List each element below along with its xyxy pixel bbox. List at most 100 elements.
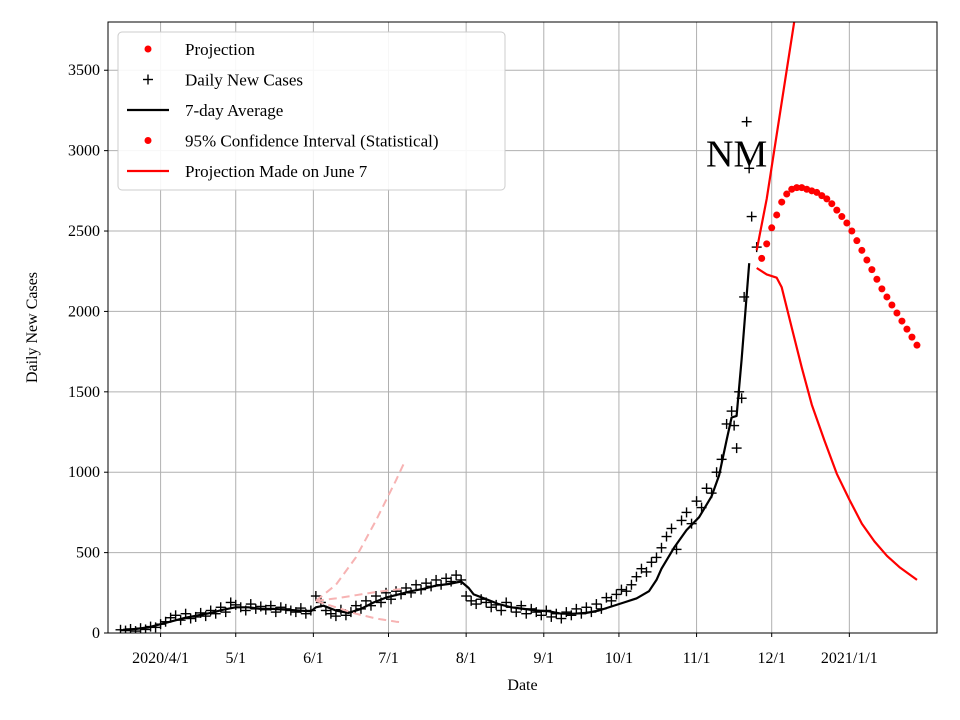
daily-new-cases-point — [310, 591, 321, 602]
daily-new-cases-point — [275, 602, 286, 613]
daily-new-cases-point — [506, 602, 517, 613]
projection-point — [833, 206, 841, 214]
legend-entry-projection-made-on-june-7: Projection Made on June 7 — [127, 162, 368, 181]
daily-new-cases-point — [411, 579, 422, 590]
projection-point — [878, 285, 886, 293]
daily-new-cases-point — [436, 579, 447, 590]
daily-new-cases-point — [381, 587, 392, 598]
projection-point — [853, 237, 861, 245]
daily-new-cases-point — [170, 610, 181, 621]
daily-new-cases-point — [230, 599, 241, 610]
daily-new-cases-point — [706, 488, 717, 499]
daily-new-cases-point — [441, 573, 452, 584]
daily-new-cases-point — [391, 586, 402, 597]
daily-new-cases-point — [621, 586, 632, 597]
x-tick-label: 10/1 — [605, 650, 633, 667]
daily-new-cases-point — [451, 570, 462, 581]
daily-new-cases-point — [165, 612, 176, 623]
y-tick-label: 1500 — [68, 384, 100, 401]
daily-new-cases-point — [280, 603, 291, 614]
daily-new-cases-point — [516, 600, 527, 611]
series-layer — [115, 22, 921, 633]
daily-new-cases-point — [476, 594, 487, 605]
daily-new-cases-point — [396, 589, 407, 600]
projection-point — [768, 224, 776, 232]
daily-new-cases-point — [120, 625, 131, 633]
daily-new-cases-point — [481, 597, 492, 608]
legend-box — [117, 31, 506, 191]
projection-point — [823, 195, 831, 203]
daily-new-cases-point — [125, 623, 136, 633]
daily-new-cases-point — [586, 607, 597, 618]
legend-label: Projection — [185, 40, 255, 59]
y-tick-label: 500 — [76, 545, 100, 562]
daily-new-cases-point — [526, 603, 537, 614]
daily-new-cases-point — [646, 557, 657, 568]
daily-new-cases-point — [656, 542, 667, 553]
daily-new-cases-point — [601, 592, 612, 603]
daily-new-cases-point — [386, 594, 397, 605]
daily-new-cases-point — [721, 418, 732, 429]
daily-new-cases-point — [561, 607, 572, 618]
projection-point — [758, 254, 766, 262]
daily-new-cases-point — [696, 502, 707, 513]
daily-new-cases-point — [325, 608, 336, 619]
daily-new-cases-point — [729, 420, 740, 431]
daily-new-cases-point — [426, 581, 437, 592]
projection-point — [883, 293, 891, 301]
legend-label: 7-day Average — [185, 101, 283, 120]
y-tick-label: 2500 — [68, 223, 100, 240]
daily-new-cases-point — [556, 613, 567, 624]
legend-entry-projection: Projection — [144, 40, 255, 59]
daily-new-cases-point — [300, 608, 311, 619]
daily-new-cases-point — [260, 604, 271, 615]
daily-new-cases-point — [355, 603, 366, 614]
x-tick-label: 12/1 — [757, 650, 785, 667]
daily-new-cases-point — [446, 576, 457, 587]
projection-point — [893, 309, 901, 317]
daily-new-cases-point — [205, 605, 216, 616]
x-tick-label: 2021/1/1 — [821, 650, 878, 667]
y-tick-label: 3500 — [68, 62, 100, 79]
plot-frame — [107, 21, 938, 634]
y-axis-label: Daily New Cases — [24, 272, 41, 383]
daily-new-cases-point — [215, 602, 226, 613]
daily-new-cases-point — [746, 211, 757, 222]
daily-new-cases-point — [591, 599, 602, 610]
daily-new-cases-point — [661, 531, 672, 542]
daily-new-cases-point — [265, 600, 276, 611]
daily-new-cases-point — [220, 607, 231, 618]
daily-new-cases-point — [295, 603, 306, 614]
daily-new-cases-point — [431, 574, 442, 585]
x-tick-label: 8/1 — [456, 650, 476, 667]
daily-new-cases-point — [375, 597, 386, 608]
projection-point — [763, 240, 771, 248]
legend-marker — [144, 137, 152, 144]
daily-new-cases-point — [200, 611, 211, 622]
daily-new-cases-point — [345, 607, 356, 618]
daily-new-cases-point — [626, 579, 637, 590]
daily-new-cases-point — [320, 605, 331, 616]
daily-new-cases-point — [596, 603, 607, 614]
daily-new-cases-point — [641, 566, 652, 577]
daily-new-cases-point — [531, 607, 542, 618]
y-tick-label: 2000 — [68, 303, 100, 320]
daily-new-cases-point — [406, 587, 417, 598]
projection-point — [903, 325, 911, 333]
projection-point — [908, 333, 916, 341]
legend-entry-7-day-average: 7-day Average — [127, 101, 283, 120]
daily-new-cases-point — [741, 116, 752, 127]
daily-new-cases-point — [155, 619, 166, 630]
daily-new-cases-point — [255, 601, 266, 612]
projection-point — [818, 192, 826, 200]
daily-new-cases-point — [210, 608, 221, 619]
daily-new-cases-point — [416, 584, 427, 595]
daily-new-cases-point — [135, 623, 146, 633]
projection-made-on-june-7-line — [756, 267, 918, 581]
projection-point — [913, 341, 921, 349]
daily-new-cases-point — [606, 595, 617, 606]
daily-new-cases-point — [466, 595, 477, 606]
daily-new-cases-point — [285, 605, 296, 616]
series-4-line — [755, 22, 796, 251]
